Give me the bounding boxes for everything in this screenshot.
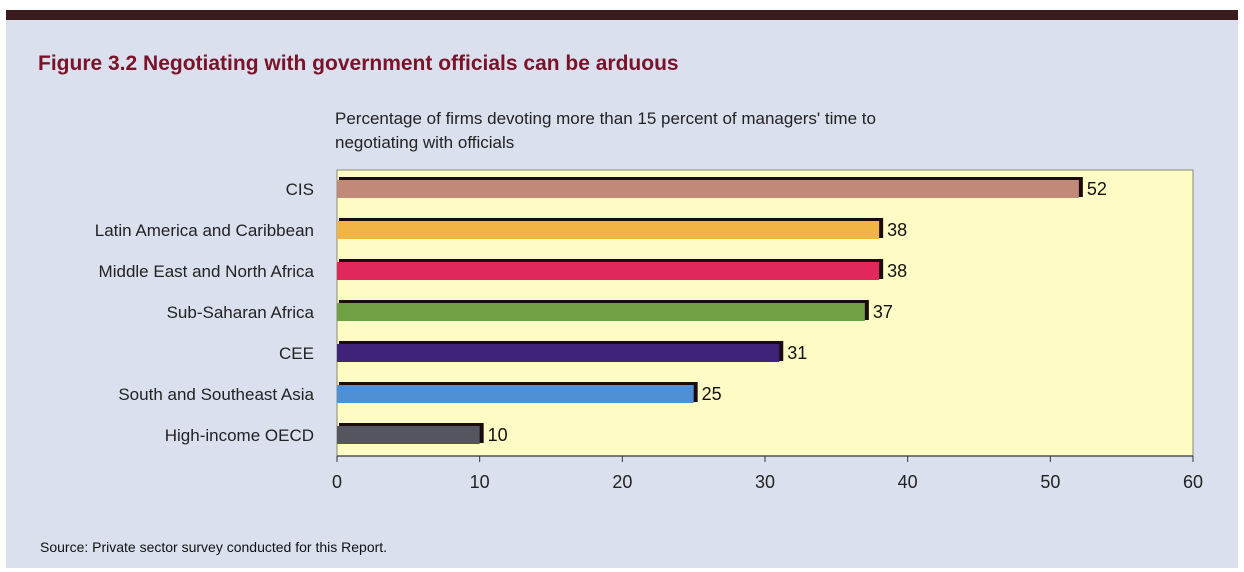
bar <box>337 262 880 280</box>
category-label: South and Southeast Asia <box>118 385 314 404</box>
x-tick-label: 20 <box>612 472 632 492</box>
source-note: Source: Private sector survey conducted … <box>40 539 388 555</box>
category-label: CIS <box>286 180 314 199</box>
category-label: CEE <box>279 344 314 363</box>
data-label: 25 <box>702 384 722 404</box>
category-label: Latin America and Caribbean <box>95 221 314 240</box>
bar <box>337 303 865 321</box>
bar <box>337 385 694 403</box>
bar <box>337 180 1079 198</box>
x-tick-label: 40 <box>898 472 918 492</box>
chart-subtitle: Percentage of firms devoting more than 1… <box>335 109 876 152</box>
category-label: High-income OECD <box>165 426 314 445</box>
bar <box>337 426 480 444</box>
data-label: 37 <box>873 302 893 322</box>
bar <box>337 344 780 362</box>
data-label: 10 <box>488 425 508 445</box>
data-label: 38 <box>887 220 907 240</box>
x-tick-label: 60 <box>1183 472 1203 492</box>
category-label: Middle East and North Africa <box>99 262 315 281</box>
data-label: 52 <box>1087 179 1107 199</box>
top-rule <box>6 10 1238 20</box>
data-label: 31 <box>787 343 807 363</box>
x-tick-label: 30 <box>755 472 775 492</box>
bar <box>337 221 880 239</box>
x-tick-label: 0 <box>332 472 342 492</box>
category-label: Sub-Saharan Africa <box>167 303 315 322</box>
x-tick-label: 50 <box>1040 472 1060 492</box>
figure-title: Figure 3.2 Negotiating with government o… <box>38 52 679 75</box>
x-tick-label: 10 <box>470 472 490 492</box>
data-label: 38 <box>887 261 907 281</box>
